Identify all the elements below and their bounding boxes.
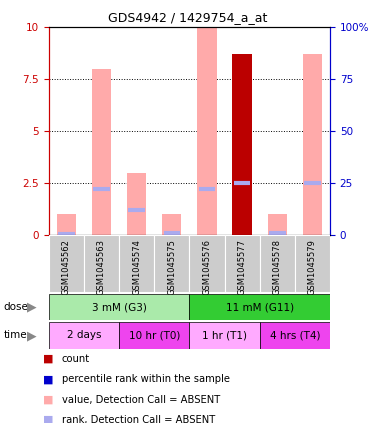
Text: 10 hr (T0): 10 hr (T0) bbox=[129, 330, 180, 341]
Text: ▶: ▶ bbox=[27, 301, 37, 313]
Bar bbox=[232, 55, 252, 235]
Bar bbox=[119, 235, 154, 292]
Bar bbox=[119, 322, 189, 349]
Text: count: count bbox=[62, 354, 90, 364]
Bar bbox=[154, 235, 189, 292]
Text: GSM1045575: GSM1045575 bbox=[167, 239, 176, 295]
Text: value, Detection Call = ABSENT: value, Detection Call = ABSENT bbox=[62, 395, 220, 405]
Bar bbox=[92, 69, 111, 235]
Text: GSM1045576: GSM1045576 bbox=[202, 239, 211, 295]
Bar bbox=[232, 55, 252, 235]
Text: ▶: ▶ bbox=[27, 329, 37, 342]
Text: GSM1045577: GSM1045577 bbox=[238, 239, 247, 295]
Bar bbox=[303, 55, 322, 235]
Text: GSM1045579: GSM1045579 bbox=[308, 239, 317, 295]
Text: GSM1045562: GSM1045562 bbox=[62, 239, 71, 295]
Bar bbox=[295, 235, 330, 292]
Text: 3 mM (G3): 3 mM (G3) bbox=[92, 302, 147, 312]
Bar bbox=[225, 235, 260, 292]
Text: GSM1045574: GSM1045574 bbox=[132, 239, 141, 295]
Text: time: time bbox=[4, 330, 27, 341]
Bar bbox=[49, 235, 84, 292]
Bar bbox=[260, 235, 295, 292]
Bar bbox=[268, 214, 287, 235]
Bar bbox=[49, 322, 119, 349]
Text: rank, Detection Call = ABSENT: rank, Detection Call = ABSENT bbox=[62, 415, 215, 423]
Bar bbox=[127, 173, 146, 235]
Bar bbox=[189, 294, 330, 320]
Bar bbox=[189, 235, 225, 292]
Bar bbox=[189, 322, 260, 349]
Text: 11 mM (G11): 11 mM (G11) bbox=[226, 302, 294, 312]
Text: 2 days: 2 days bbox=[67, 330, 101, 341]
Text: GSM1045578: GSM1045578 bbox=[273, 239, 282, 295]
Text: GDS4942 / 1429754_a_at: GDS4942 / 1429754_a_at bbox=[108, 11, 267, 24]
Text: ■: ■ bbox=[43, 374, 54, 385]
Bar bbox=[57, 214, 76, 235]
Bar bbox=[49, 294, 189, 320]
Text: ■: ■ bbox=[43, 395, 54, 405]
Bar bbox=[197, 27, 217, 235]
Bar bbox=[162, 214, 182, 235]
Text: ■: ■ bbox=[43, 415, 54, 423]
Text: dose: dose bbox=[4, 302, 28, 312]
Text: 1 hr (T1): 1 hr (T1) bbox=[202, 330, 247, 341]
Text: percentile rank within the sample: percentile rank within the sample bbox=[62, 374, 230, 385]
Bar bbox=[260, 322, 330, 349]
Bar bbox=[84, 235, 119, 292]
Text: 4 hrs (T4): 4 hrs (T4) bbox=[270, 330, 320, 341]
Text: GSM1045563: GSM1045563 bbox=[97, 239, 106, 295]
Text: ■: ■ bbox=[43, 354, 54, 364]
